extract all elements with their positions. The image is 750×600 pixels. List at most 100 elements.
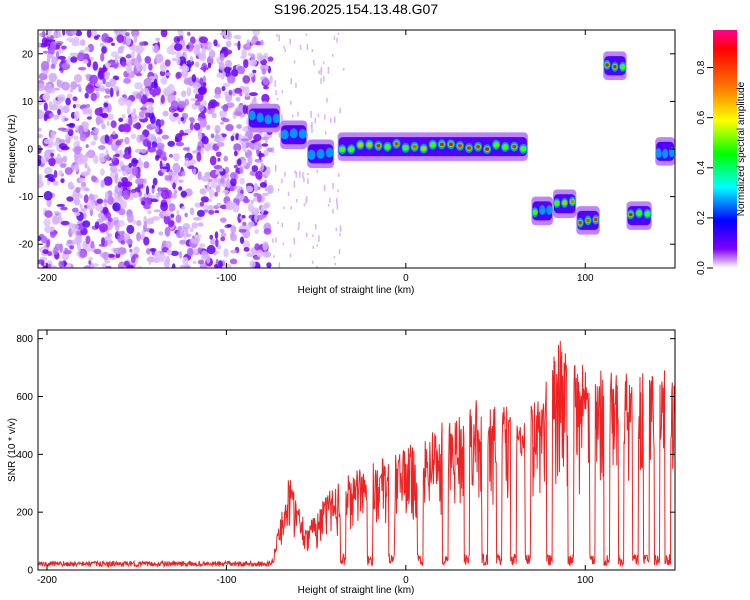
heatmap-noise-cell [56,79,62,87]
x-tick-label: 0 [403,273,409,284]
heatmap-noise-cell [68,122,76,128]
heatmap-noise-cell [237,158,242,166]
heatmap-ridge-cell [429,141,436,148]
heatmap-noise-cell [107,217,113,223]
heatmap-noise-cell [307,178,309,185]
heatmap-noise-cell [203,209,209,213]
heatmap-noise-cell [180,171,186,177]
heatmap-noise-cell [272,146,274,153]
snr-xlabel: Height of straight line (km) [298,585,415,596]
heatmap-noise-cell [135,72,143,77]
colorbar-tick-label: 0.2 [696,211,707,225]
heatmap-noise-cell [333,255,336,259]
heatmap-noise-cell [275,164,277,172]
heatmap-noise-cell [43,139,51,145]
heatmap-noise-cell [214,210,220,214]
heatmap-noise-cell [237,40,241,51]
heatmap-noise-cell [233,34,242,40]
heatmap-noise-cell [233,150,238,157]
heatmap-noise-cell [173,175,180,181]
heatmap-noise-cell [152,258,161,264]
heatmap-noise-cell [72,104,76,109]
heatmap-noise-cell [258,150,262,161]
heatmap-noise-cell [199,188,207,195]
heatmap-noise-cell [150,114,156,125]
heatmap-noise-cell [53,115,58,121]
heatmap-noise-cell [251,99,256,104]
heatmap-noise-cell [222,118,230,123]
heatmap-noise-cell [311,260,314,264]
heatmap-noise-cell [245,182,254,187]
heatmap-noise-cell [183,77,191,85]
heatmap-noise-cell [143,87,149,93]
heatmap-noise-cell [230,177,237,187]
heatmap-noise-cell [236,124,242,129]
heatmap-noise-cell [61,62,71,70]
heatmap-noise-cell [230,233,237,242]
heatmap-noise-cell [263,149,269,157]
heatmap-noise-cell [89,108,92,117]
heatmap-noise-cell [38,235,42,242]
heatmap-noise-cell [78,86,82,93]
heatmap-ridge-cell [280,129,289,140]
heatmap-noise-cell [234,87,243,94]
heatmap-ridge-cell [546,205,553,215]
heatmap-noise-cell [79,154,88,164]
heatmap-noise-cell [254,158,263,163]
heatmap-noise-cell [153,44,159,54]
heatmap-noise-cell [230,135,235,142]
heatmap-noise-cell [147,133,156,142]
heatmap-noise-cell [125,36,132,46]
heatmap-noise-cell [44,225,52,234]
y-tick-label: 10 [22,97,34,108]
heatmap-ridge-peak [594,217,598,222]
heatmap-noise-cell [184,157,189,162]
heatmap-noise-cell [170,213,175,218]
heatmap-noise-cell [85,244,93,252]
heatmap-noise-cell [72,96,78,102]
heatmap-noise-cell [192,260,197,265]
heatmap-noise-cell [46,30,52,38]
heatmap-noise-cell [118,117,124,123]
heatmap-noise-cell [167,83,175,94]
heatmap-noise-cell [115,140,122,146]
heatmap-noise-cell [75,186,81,194]
x-tick-label: -200 [37,273,57,284]
heatmap-noise-cell [38,98,43,106]
heatmap-noise-cell [95,116,103,124]
heatmap-noise-cell [214,231,219,240]
heatmap-noise-cell [314,117,316,124]
heatmap-noise-cell [123,260,130,267]
heatmap-noise-cell [248,72,254,78]
heatmap-noise-cell [262,251,272,258]
heatmap-noise-cell [313,59,315,64]
heatmap-noise-cell [281,222,284,228]
heatmap-noise-cell [153,85,161,96]
heatmap-noise-cell [54,156,64,164]
heatmap-noise-cell [186,44,190,50]
heatmap-noise-cell [176,56,181,66]
heatmap-noise-cell [196,209,205,217]
heatmap-noise-cell [130,188,137,194]
heatmap-noise-cell [194,61,200,68]
heatmap-noise-cell [315,224,317,230]
heatmap-noise-cell [124,232,128,238]
heatmap-noise-cell [75,30,83,37]
heatmap-noise-cell [43,218,51,227]
y-tick-label: -20 [19,240,34,251]
heatmap-noise-cell [160,76,168,85]
heatmap-noise-cell [89,74,98,85]
heatmap-noise-cell [306,43,309,51]
heatmap-noise-cell [151,141,158,148]
x-tick-label: -100 [216,273,236,284]
heatmap-noise-cell [143,178,147,185]
heatmap-noise-cell [134,59,139,68]
heatmap-noise-cell [183,223,190,228]
heatmap-ridge-cell [502,144,509,150]
heatmap-noise-cell [219,121,224,125]
heatmap-noise-cell [98,152,106,163]
heatmap-noise-cell [190,97,198,102]
heatmap-noise-cell [250,199,254,205]
heatmap-noise-cell [246,185,254,193]
heatmap-noise-cell [261,192,269,197]
